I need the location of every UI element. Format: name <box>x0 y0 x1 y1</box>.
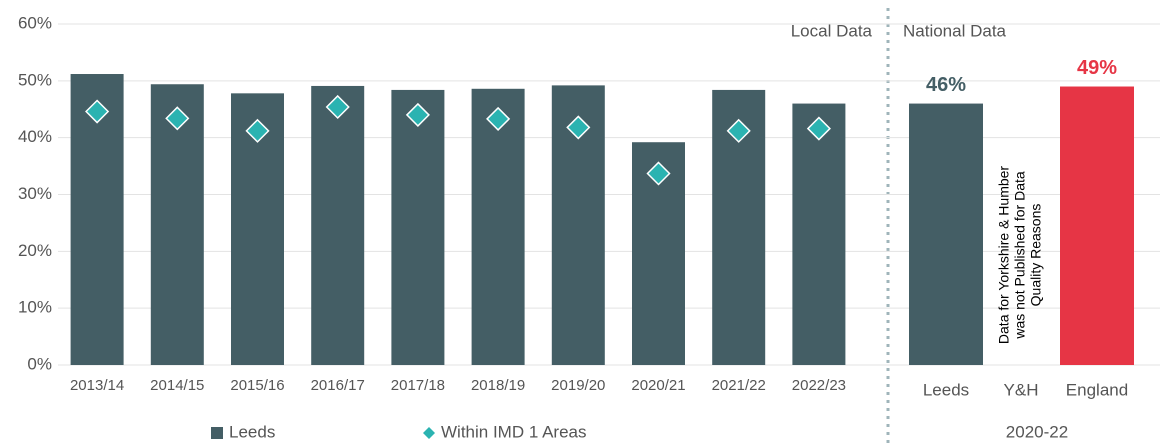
note-line: Data for Yorkshire & Humber <box>996 166 1012 345</box>
x-tick-label: 2014/15 <box>150 377 204 394</box>
x-tick-label: Leeds <box>923 380 969 399</box>
panel-label: National Data <box>903 21 1007 40</box>
note-line: Quality Reasons <box>1028 204 1044 307</box>
marker <box>806 116 831 141</box>
panel-label: Local Data <box>791 21 873 40</box>
marker <box>726 118 751 143</box>
x-tick-label: Y&H <box>1004 380 1039 399</box>
marker <box>405 102 430 127</box>
bar <box>471 88 525 365</box>
marker <box>486 106 511 131</box>
x-tick-label: 2013/14 <box>70 377 124 394</box>
y-tick-label: 10% <box>18 298 52 317</box>
marker <box>646 161 671 186</box>
x-tick-label: England <box>1066 380 1128 399</box>
marker <box>325 94 350 120</box>
data-label: 46% <box>926 74 966 96</box>
bar <box>391 89 445 365</box>
bar <box>1060 86 1134 366</box>
x-tick-label: 2019/20 <box>551 377 605 394</box>
marker <box>245 118 270 143</box>
marker <box>85 99 110 124</box>
legend-label: Leeds <box>229 422 275 441</box>
bar <box>909 103 983 366</box>
marker <box>566 115 591 140</box>
legend-swatch <box>423 427 435 439</box>
y-tick-label: 0% <box>27 354 52 373</box>
y-tick-label: 60% <box>18 13 52 32</box>
bar <box>792 103 846 366</box>
x-tick-label: 2016/17 <box>311 377 365 394</box>
marker <box>165 106 190 131</box>
y-tick-label: 20% <box>18 241 52 260</box>
bar <box>150 84 204 365</box>
x-tick-label: 2022/23 <box>792 377 846 394</box>
x-axis-label: 2020-22 <box>1006 422 1068 441</box>
y-tick-label: 40% <box>18 127 52 146</box>
note-line: was not Published for Data <box>1012 171 1028 340</box>
bar <box>311 85 365 365</box>
y-tick-label: 30% <box>18 184 52 203</box>
data-label: 49% <box>1077 57 1117 79</box>
x-tick-label: 2015/16 <box>230 377 284 394</box>
legend-label: Within IMD 1 Areas <box>441 422 587 441</box>
x-tick-label: 2021/22 <box>712 377 766 394</box>
legend-swatch <box>211 427 223 439</box>
note: Data for Yorkshire & Humber was not Publi… <box>996 166 1044 345</box>
y-tick-label: 50% <box>18 70 52 89</box>
x-tick-label: 2018/19 <box>471 377 525 394</box>
x-tick-label: 2017/18 <box>391 377 445 394</box>
x-tick-label: 2020/21 <box>631 377 685 394</box>
